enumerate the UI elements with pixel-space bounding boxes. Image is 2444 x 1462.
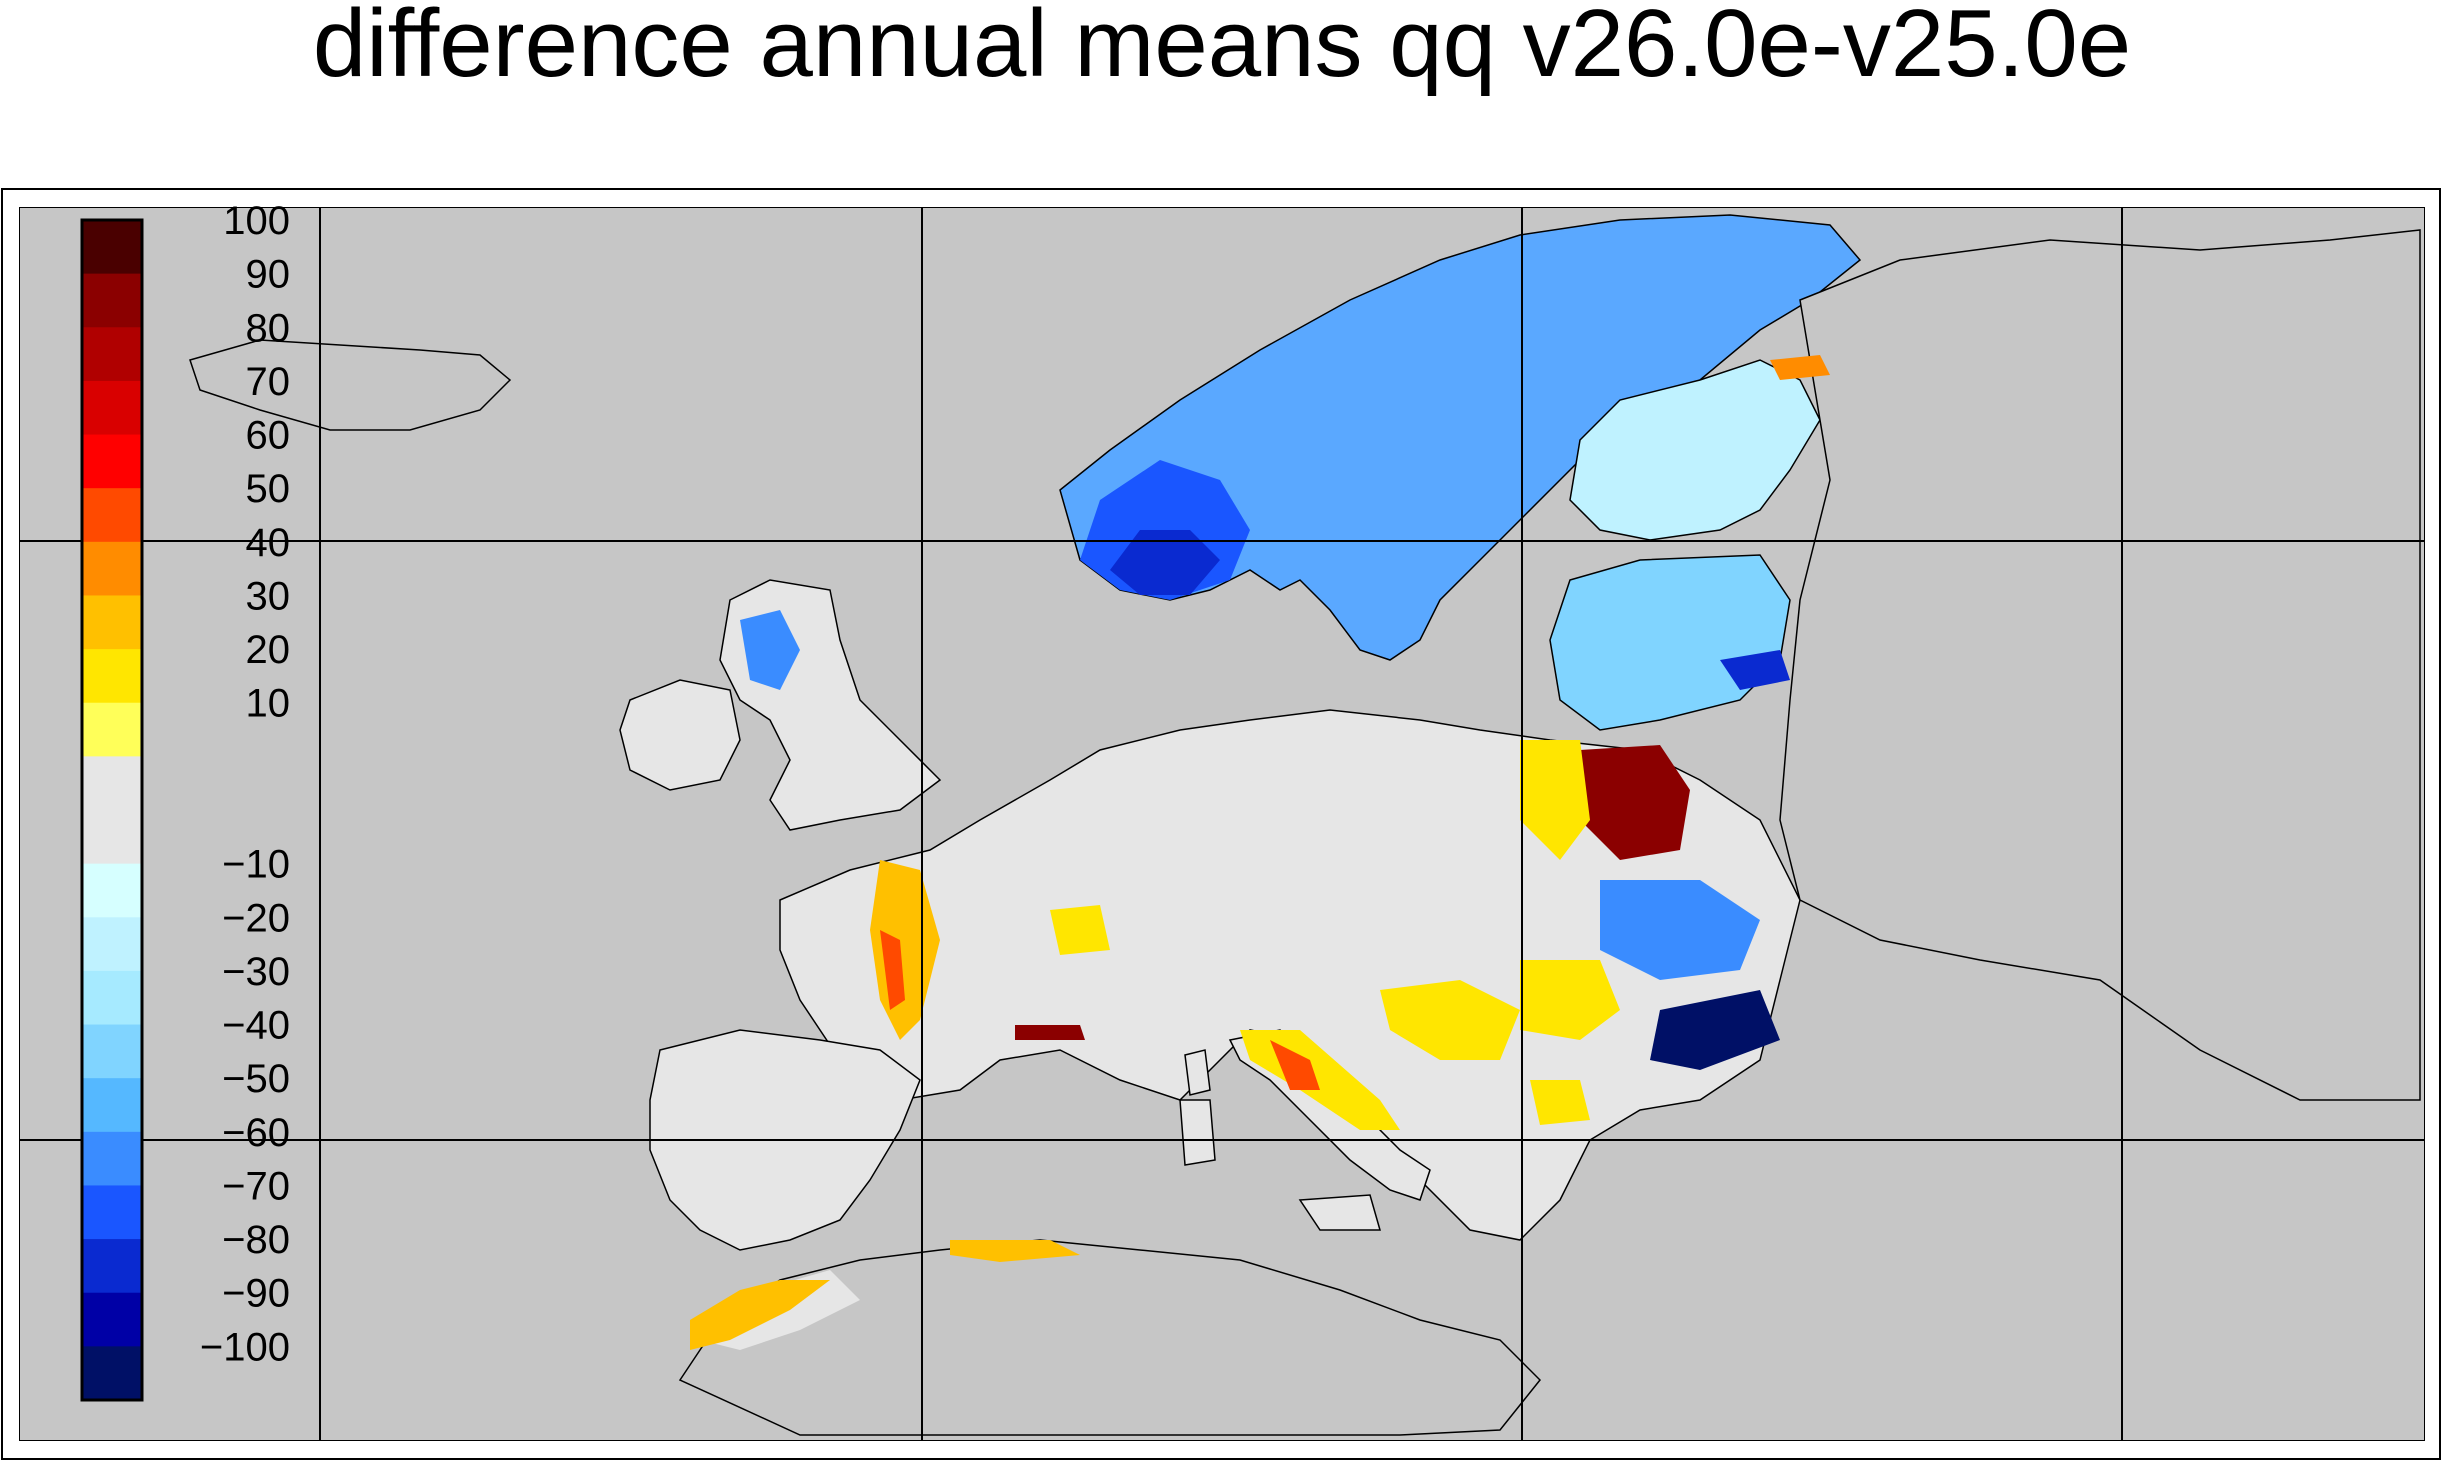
colorbar-tick-label: 40 [246, 521, 291, 565]
colorbar-bin [82, 1346, 142, 1401]
colorbar-bin [82, 1292, 142, 1347]
anomaly-baltic-navy [1720, 650, 1790, 690]
colorbar-bin [82, 380, 142, 436]
colorbar-tick-label: −40 [222, 1004, 290, 1048]
map-title: difference annual means qq v26.0e-v25.0e [312, 0, 2132, 97]
anomaly-balkans-yellow [1380, 980, 1520, 1060]
colorbar-bin [82, 970, 142, 1026]
colorbar-tick-label: −80 [222, 1218, 290, 1262]
anomaly-patches [690, 355, 1830, 1350]
colorbar-tick-label: 80 [246, 306, 291, 350]
colorbar-bin [82, 1239, 142, 1294]
anomaly-belarus-yellow [1520, 740, 1590, 860]
land-corsica [1184, 1049, 1211, 1096]
land-finland [1569, 359, 1821, 541]
land-scotland-blue [740, 610, 800, 690]
land-sicily [1298, 1194, 1381, 1231]
colorbar-border [80, 218, 144, 1402]
colorbar-bin [82, 595, 142, 650]
map-outer-frame [1, 188, 2441, 1460]
colorbar-bin [82, 917, 142, 972]
colorbar-tick-label: −50 [222, 1057, 290, 1101]
colorbar-tick-label: 50 [246, 467, 291, 511]
anomaly-greece-yellow [1530, 1080, 1590, 1125]
colorbar-bin [82, 273, 142, 328]
anomaly-italy-red [1270, 1040, 1320, 1090]
colorbar-tick-label: 20 [246, 628, 291, 672]
colorbar-tick-label: 90 [246, 253, 291, 297]
land-sardinia [1179, 1099, 1216, 1166]
colorbar-tick-label: −100 [200, 1325, 290, 1369]
colorbar-bin [82, 488, 142, 543]
anomaly-belarus-darkred [1580, 745, 1690, 860]
colorbar-bin [82, 327, 142, 382]
anomaly-blacksea-navy [1650, 990, 1780, 1070]
colorbar-bin [82, 1185, 142, 1240]
colorbar-bin [82, 863, 142, 918]
colorbar-bin [82, 1078, 142, 1133]
colorbar: 100 90 80 70 60 50 40 30 20 10 −10 −20 −30 −40 −50 −60 −… [80, 199, 291, 1402]
colorbar-bin [82, 649, 142, 704]
colorbar-bin [82, 434, 142, 489]
colorbar-tick-label: −10 [222, 843, 290, 887]
colorbar-tick-label: 60 [246, 414, 291, 458]
land-iceland [189, 339, 512, 431]
land-ireland [619, 679, 741, 791]
colorbar-bin [82, 541, 142, 596]
colorbar-bin [82, 702, 142, 757]
anomaly-ukraine-blue [1600, 880, 1760, 980]
anomaly-morocco-orange [690, 1280, 830, 1350]
colorbar-tick-label: 100 [223, 199, 290, 243]
colorbar-bin [82, 220, 142, 275]
land-north-africa [678, 1239, 1542, 1436]
colorbar-tick-label: −90 [222, 1272, 290, 1316]
colorbar-tick-label: −70 [222, 1164, 290, 1208]
colorbar-tick-label: 10 [246, 682, 291, 726]
colorbar-bin [82, 810, 142, 865]
colorbar-tick-label: 30 [246, 574, 291, 618]
colorbar-tick-label: −30 [222, 950, 290, 994]
anomaly-france-red [880, 930, 905, 1010]
colorbar-tick-label: 70 [246, 360, 291, 404]
colorbar-bin [82, 1131, 142, 1186]
colorbar-bin [82, 1024, 142, 1079]
anomaly-alps-yellow [1050, 905, 1110, 955]
colorbar-tick-label: −20 [222, 896, 290, 940]
anomaly-romania-yellow [1520, 960, 1620, 1040]
anomaly-finland-orange [1770, 355, 1830, 380]
land-eastern-europe [1779, 229, 2421, 1101]
colorbar-bin [82, 756, 142, 811]
graticule [20, 208, 2424, 1440]
land-norway-deep [1110, 530, 1220, 595]
anomaly-marseille-darkred [1015, 1025, 1085, 1040]
anomaly-algeria-orange [950, 1240, 1080, 1262]
land-baltics [1549, 554, 1791, 731]
colorbar-tick-label: −60 [222, 1111, 290, 1155]
